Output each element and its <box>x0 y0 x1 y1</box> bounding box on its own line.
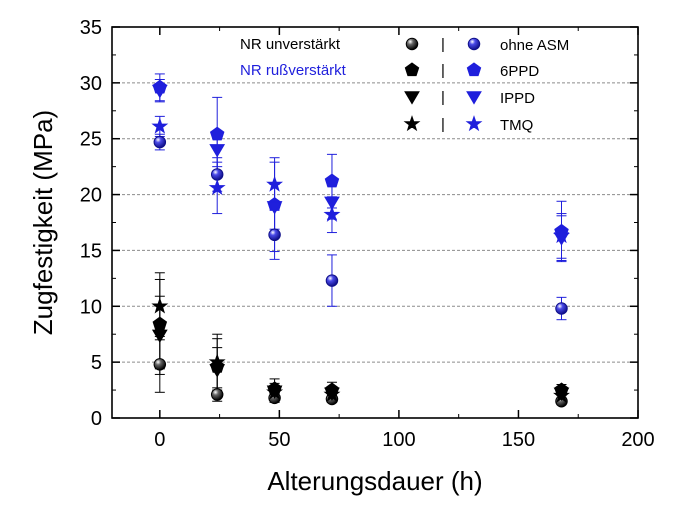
axes: 0 5 10 15 20 25 30 35 0 50 100 150 200 <box>80 17 655 451</box>
y-tick-label: 30 <box>80 73 102 95</box>
data-point <box>323 205 341 222</box>
y-tick-label: 20 <box>80 185 102 207</box>
legend-separator: | <box>441 89 445 106</box>
x-tick-label: 100 <box>382 429 415 451</box>
data-point <box>266 175 284 192</box>
data-point <box>268 228 281 242</box>
data-point <box>324 173 340 188</box>
data-point <box>151 117 169 134</box>
data-point <box>153 135 167 149</box>
data-point <box>153 358 167 371</box>
gridlines <box>112 82 638 363</box>
y-tick-label: 25 <box>80 129 102 151</box>
legend-separator: | <box>441 36 445 53</box>
legend-marker <box>466 91 482 105</box>
data-point <box>323 385 341 402</box>
y-tick-label: 5 <box>91 352 102 374</box>
legend-marker <box>404 62 420 77</box>
data-point <box>209 126 225 141</box>
data-point <box>210 388 224 401</box>
y-tick-label: 0 <box>91 408 102 430</box>
legend-group-label: NR unverstärkt <box>240 36 341 53</box>
data-point <box>324 196 340 211</box>
data-point <box>151 84 168 99</box>
x-tick-label: 200 <box>621 429 654 451</box>
legend-entry-label: ohne ASM <box>500 37 569 54</box>
legend-marker <box>467 37 481 51</box>
data-point <box>151 329 168 343</box>
legend: NR unverstärkt NR rußverstärkt | ohne ASM | 6… <box>240 36 569 134</box>
x-tick-label: 50 <box>268 429 290 451</box>
y-tick-label: 35 <box>80 17 102 39</box>
legend-entry-label: IPPD <box>500 90 535 107</box>
legend-separator: | <box>441 116 445 133</box>
data-points <box>151 73 570 408</box>
y-tick-label: 10 <box>80 296 102 318</box>
legend-marker <box>404 91 420 105</box>
y-tick-label: 15 <box>80 240 102 262</box>
legend-group-label: NR rußverstärkt <box>240 62 347 79</box>
x-tick-label: 150 <box>502 429 535 451</box>
x-axis-title: Alterungsdauer (h) <box>267 466 482 496</box>
legend-separator: | <box>441 62 445 79</box>
data-point <box>209 144 226 158</box>
legend-entry-label: TMQ <box>500 117 533 134</box>
legend-entry-label: 6PPD <box>500 63 539 80</box>
data-point <box>266 201 283 215</box>
legend-marker <box>403 115 421 132</box>
legend-marker <box>466 62 482 77</box>
plot-frame <box>111 26 639 419</box>
data-point <box>266 383 284 400</box>
data-point <box>325 274 339 287</box>
y-axis-title: Zugfestigkeit (MPa) <box>28 110 58 335</box>
data-point <box>553 386 570 403</box>
x-tick-label: 0 <box>154 429 165 451</box>
data-point <box>553 227 570 244</box>
data-point <box>152 316 168 331</box>
data-point <box>210 168 224 181</box>
legend-marker <box>465 115 483 132</box>
data-point <box>151 297 169 314</box>
data-point <box>555 302 568 315</box>
data-point <box>208 178 226 196</box>
data-point <box>208 353 226 370</box>
legend-marker <box>405 37 419 51</box>
